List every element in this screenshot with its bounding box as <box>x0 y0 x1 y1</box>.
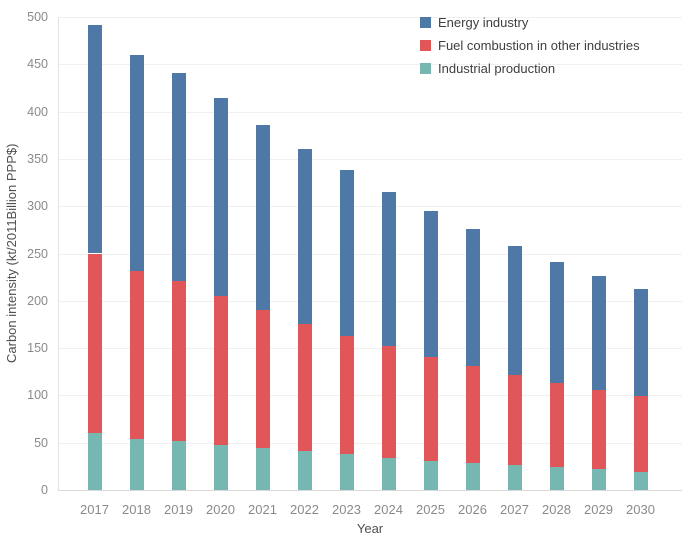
y-tick-label-350: 350 <box>27 151 48 166</box>
bar-segment-2030-industrial-production <box>633 472 648 490</box>
y-tick-label-500: 500 <box>27 10 48 24</box>
gridline-100 <box>58 395 682 397</box>
bar-segment-2024-energy-industry <box>381 192 396 347</box>
bar-segment-2018-fuel-combustion-in-other-industries <box>129 270 144 439</box>
gridline-50 <box>58 442 682 444</box>
bar-segment-2028-fuel-combustion-in-other-industries <box>549 383 564 468</box>
x-tick-label-2030: 2030 <box>626 502 655 517</box>
legend-label: Fuel combustion in other industries <box>438 38 640 53</box>
bar-segment-2017-fuel-combustion-in-other-industries <box>87 253 102 434</box>
legend-item-2: Fuel combustion in other industries <box>420 34 640 57</box>
bar-segment-2020-industrial-production <box>213 444 228 490</box>
bar-segment-2028-energy-industry <box>549 262 564 384</box>
bar-segment-2025-energy-industry <box>423 210 438 357</box>
bar-segment-2029-industrial-production <box>591 469 606 490</box>
x-axis-title: Year <box>356 521 384 536</box>
gridline-450 <box>58 64 682 66</box>
bar-segment-2019-fuel-combustion-in-other-industries <box>171 280 186 441</box>
bar-segment-2023-energy-industry <box>339 170 354 336</box>
bar-segment-2024-fuel-combustion-in-other-industries <box>381 346 396 458</box>
bar-segment-2020-energy-industry <box>213 98 228 297</box>
legend-swatch-icon <box>420 63 431 74</box>
y-tick-label-450: 450 <box>27 57 48 72</box>
x-tick-label-2017: 2017 <box>80 502 109 517</box>
legend-swatch-icon <box>420 40 431 51</box>
x-tick-label-2025: 2025 <box>416 502 445 517</box>
bar-segment-2017-energy-industry <box>87 24 102 254</box>
bar-segment-2019-industrial-production <box>171 440 186 490</box>
gridline-200 <box>58 300 682 302</box>
bar-segment-2030-fuel-combustion-in-other-industries <box>633 396 648 473</box>
x-tick-label-2021: 2021 <box>248 502 277 517</box>
y-tick-label-250: 250 <box>27 246 48 261</box>
bar-segment-2021-energy-industry <box>255 124 270 311</box>
legend: Energy industry Fuel combustion in other … <box>420 11 640 80</box>
bar-segment-2023-fuel-combustion-in-other-industries <box>339 335 354 455</box>
bar-segment-2022-energy-industry <box>297 149 312 324</box>
bar-segment-2018-industrial-production <box>129 438 144 490</box>
bar-segment-2020-fuel-combustion-in-other-industries <box>213 296 228 445</box>
bar-segment-2018-energy-industry <box>129 54 144 271</box>
bar-segment-2027-fuel-combustion-in-other-industries <box>507 374 522 466</box>
x-tick-label-2026: 2026 <box>458 502 487 517</box>
bar-segment-2027-industrial-production <box>507 465 522 490</box>
legend-item-1: Energy industry <box>420 11 640 34</box>
bar-segment-2023-industrial-production <box>339 454 354 490</box>
x-tick-label-2020: 2020 <box>206 502 235 517</box>
y-tick-label-200: 200 <box>27 293 48 308</box>
bar-segment-2027-energy-industry <box>507 245 522 375</box>
bar-segment-2021-industrial-production <box>255 448 270 490</box>
gridline-250 <box>58 253 682 255</box>
legend-swatch-icon <box>420 17 431 28</box>
x-tick-label-2018: 2018 <box>122 502 151 517</box>
x-tick-label-2027: 2027 <box>500 502 529 517</box>
gridline-150 <box>58 348 682 350</box>
y-tick-label-50: 50 <box>34 435 48 450</box>
x-tick-label-2022: 2022 <box>290 502 319 517</box>
y-tick-label-150: 150 <box>27 341 48 356</box>
bar-segment-2022-fuel-combustion-in-other-industries <box>297 323 312 452</box>
bar-segment-2025-industrial-production <box>423 460 438 490</box>
legend-item-3: Industrial production <box>420 57 640 80</box>
bar-segment-2030-energy-industry <box>633 289 648 397</box>
y-tick-label-400: 400 <box>27 104 48 119</box>
bar-segment-2029-energy-industry <box>591 276 606 390</box>
legend-label: Energy industry <box>438 15 529 30</box>
y-axis-line <box>58 17 59 490</box>
x-tick-label-2019: 2019 <box>164 502 193 517</box>
bar-segment-2021-fuel-combustion-in-other-industries <box>255 310 270 449</box>
bar-segment-2025-fuel-combustion-in-other-industries <box>423 356 438 461</box>
gridline-350 <box>58 158 682 160</box>
gridline-300 <box>58 206 682 208</box>
bar-segment-2026-industrial-production <box>465 462 480 490</box>
y-tick-label-0: 0 <box>41 483 48 497</box>
gridline-500 <box>58 17 682 18</box>
bar-segment-2017-industrial-production <box>87 433 102 490</box>
x-tick-label-2029: 2029 <box>584 502 613 517</box>
bar-segment-2028-industrial-production <box>549 467 564 490</box>
bar-segment-2029-fuel-combustion-in-other-industries <box>591 389 606 470</box>
legend-label: Industrial production <box>438 61 556 76</box>
y-tick-label-300: 300 <box>27 199 48 214</box>
x-tick-label-2023: 2023 <box>332 502 361 517</box>
gridline-400 <box>58 111 682 113</box>
bar-segment-2022-industrial-production <box>297 451 312 490</box>
bar-segment-2019-energy-industry <box>171 72 186 281</box>
x-tick-label-2024: 2024 <box>374 502 403 517</box>
bar-segment-2026-energy-industry <box>465 228 480 367</box>
x-tick-label-2028: 2028 <box>542 502 571 517</box>
bar-segment-2026-fuel-combustion-in-other-industries <box>465 366 480 463</box>
x-axis-line <box>58 490 682 491</box>
y-tick-label-100: 100 <box>27 388 48 403</box>
bar-segment-2024-industrial-production <box>381 457 396 490</box>
